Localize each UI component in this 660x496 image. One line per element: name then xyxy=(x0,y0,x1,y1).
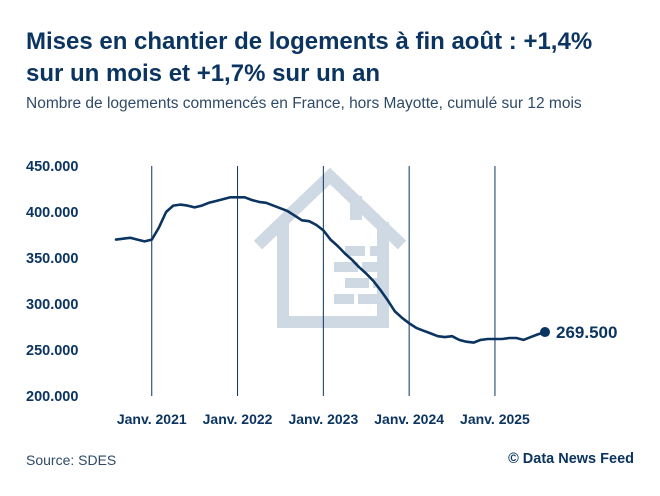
x-tick-label: Janv. 2021 xyxy=(117,411,187,427)
x-tick-label: Janv. 2025 xyxy=(460,411,530,427)
x-tick-label: Janv. 2022 xyxy=(203,411,273,427)
end-point-marker xyxy=(540,327,550,338)
y-tick-label: 300.000 xyxy=(26,297,78,313)
source-note: Source: SDES xyxy=(26,452,117,468)
y-tick-label: 400.000 xyxy=(26,205,78,221)
end-value-label: 269.500 xyxy=(556,323,617,342)
credit-note: © Data News Feed xyxy=(508,451,634,467)
chart-subtitle: Nombre de logements commencés en France,… xyxy=(26,95,582,112)
brick-pattern-icon xyxy=(334,246,383,304)
chart-title-line2: sur un mois et +1,7% sur un an xyxy=(26,60,381,87)
y-tick-label: 200.000 xyxy=(26,389,78,405)
x-tick-label: Janv. 2024 xyxy=(374,411,444,427)
series-line xyxy=(114,196,547,344)
chart-title-line1: Mises en chantier de logements à fin aoû… xyxy=(26,28,593,55)
x-tick-label: Janv. 2023 xyxy=(288,411,358,427)
y-tick-label: 450.000 xyxy=(26,159,78,175)
chart-title: Mises en chantier de logements à fin aoû… xyxy=(26,26,636,90)
y-tick-label: 350.000 xyxy=(26,251,78,267)
y-tick-label: 250.000 xyxy=(26,343,78,359)
